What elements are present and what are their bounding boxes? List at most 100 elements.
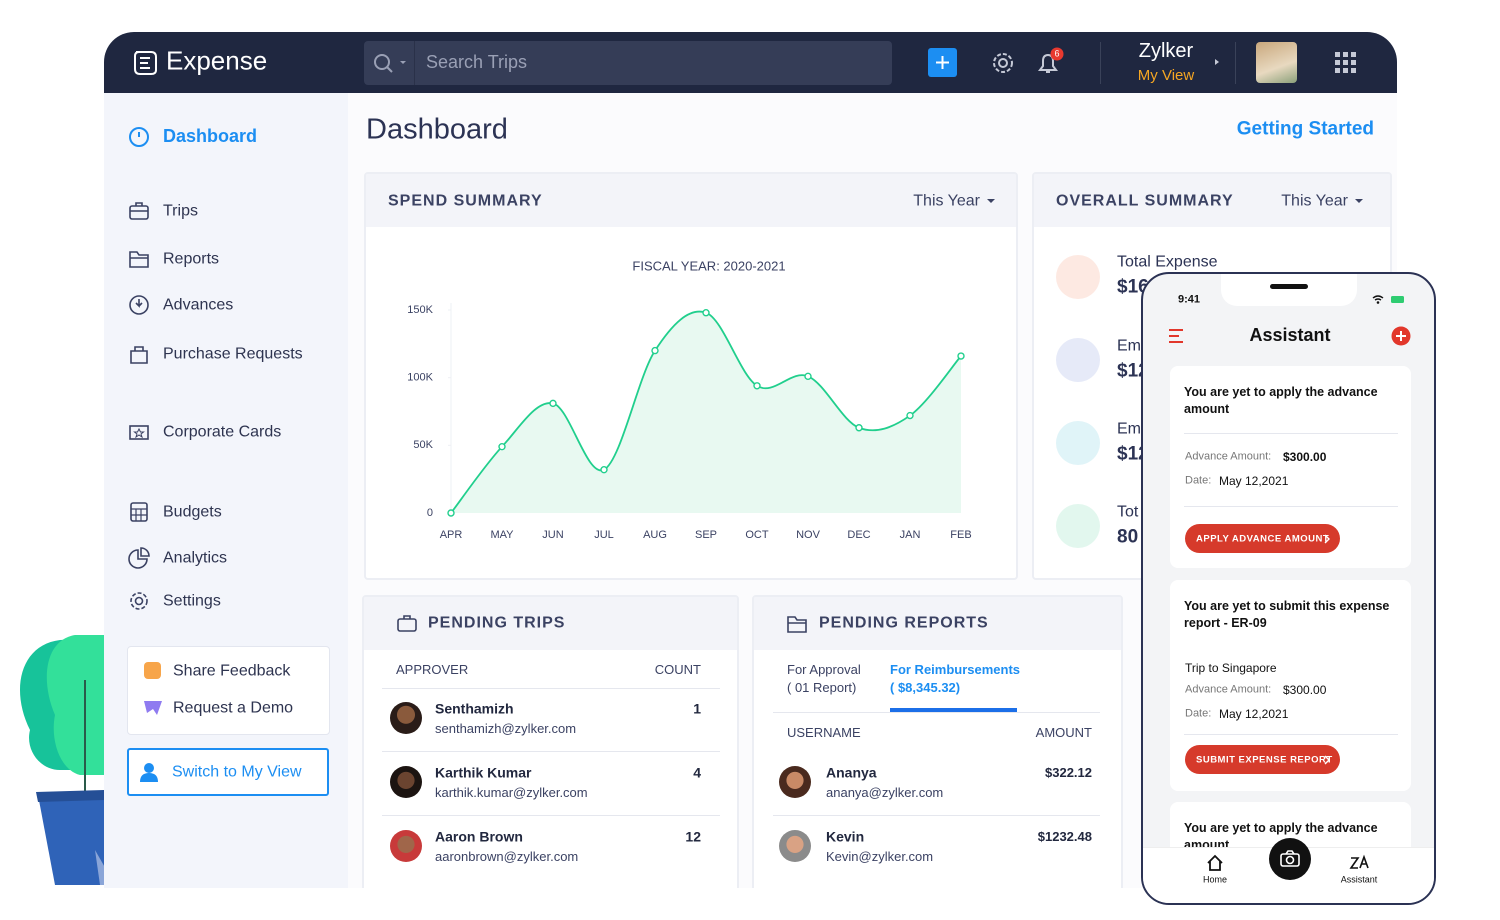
x-tick-label: FEB xyxy=(950,529,971,541)
chart-title: FISCAL YEAR: 2020-2021 xyxy=(632,258,785,273)
top-bar: Expense Search Trips 6 Zylker My View xyxy=(104,32,1397,93)
card-header xyxy=(364,597,737,650)
summary-icon xyxy=(1056,338,1100,382)
period-dropdown[interactable]: This Year xyxy=(1281,192,1348,210)
nav-label[interactable]: Home xyxy=(1202,874,1228,885)
getting-started-link[interactable]: Getting Started xyxy=(1236,118,1374,140)
nav-item-active[interactable]: Dashboard xyxy=(163,126,258,147)
switch-view-label: Switch to My View xyxy=(172,763,302,781)
separator xyxy=(382,688,720,689)
line xyxy=(450,310,962,514)
nav-label[interactable]: Assistant xyxy=(1340,874,1378,885)
home-icon[interactable] xyxy=(1206,854,1224,872)
assistant-icon[interactable] xyxy=(1349,854,1369,872)
logo-text: Expense xyxy=(166,45,268,76)
avatar xyxy=(390,830,422,862)
separator xyxy=(1184,734,1398,735)
phone-title: Assistant xyxy=(1249,325,1331,346)
point xyxy=(702,309,710,317)
nav-item[interactable]: Reports xyxy=(163,250,220,268)
x-tick-label: DEC xyxy=(847,529,870,541)
user-email: ananya@zylker.com xyxy=(826,785,944,801)
summary-label: Em xyxy=(1117,337,1141,355)
reports-icon xyxy=(129,251,149,268)
menu-icon[interactable] xyxy=(1167,327,1185,345)
advances-icon xyxy=(129,295,149,315)
button-label: APPLY ADVANCE AMOUNT xyxy=(1196,533,1330,545)
summary-label: Tot xyxy=(1117,503,1139,521)
add-icon[interactable] xyxy=(1391,326,1411,346)
approver-email: aaronbrown@zylker.com xyxy=(435,849,579,865)
search-scope[interactable] xyxy=(364,41,415,85)
assistant-card: You are yet to apply the advance amount … xyxy=(1170,366,1411,568)
trip-count: 1 xyxy=(693,700,701,717)
mobile-app: 9:41 Assistant You are yet to apply the … xyxy=(1141,272,1436,905)
separator xyxy=(382,815,720,816)
tab[interactable]: For Approval xyxy=(787,662,861,678)
x-tick-label: OCT xyxy=(745,529,769,541)
avatar xyxy=(390,766,422,798)
bell-icon[interactable] xyxy=(1035,50,1061,76)
feedback-link[interactable]: Share Feedback xyxy=(173,662,291,680)
y-tick-label: 150K xyxy=(407,304,433,316)
search-placeholder: Search Trips xyxy=(426,52,528,73)
demo-link[interactable]: Request a Demo xyxy=(173,699,294,717)
trips-icon xyxy=(397,615,417,632)
tab-detail: ( 01 Report) xyxy=(787,680,857,696)
camera-button[interactable] xyxy=(1269,838,1311,880)
card-message: You are yet to apply the advance amount xyxy=(1184,385,1378,416)
field-label: Date: xyxy=(1185,474,1212,487)
trip-count: 12 xyxy=(685,828,701,845)
summary-icon xyxy=(1056,421,1100,465)
org-arrow[interactable] xyxy=(1212,57,1222,67)
point xyxy=(549,399,557,408)
user-avatar[interactable] xyxy=(1256,42,1297,83)
x-tick-label: APR xyxy=(440,529,463,541)
field-value: May 12,2021 xyxy=(1219,473,1289,488)
nav-item[interactable]: Budgets xyxy=(163,503,222,521)
column-header: COUNT xyxy=(654,662,701,678)
trip-name: Trip to Singapore xyxy=(1185,660,1277,675)
point xyxy=(447,509,455,517)
divider xyxy=(1235,42,1236,84)
tab-detail: ( $8,345.32) xyxy=(890,680,961,696)
dropdown-caret[interactable] xyxy=(986,196,996,206)
nav-item[interactable]: Corporate Cards xyxy=(163,423,282,441)
reports-icon xyxy=(787,616,807,633)
spend-chart: FISCAL YEAR: 2020-2021 0 50K 100K 150K APR MA… xyxy=(407,258,971,541)
nav-item[interactable]: Settings xyxy=(163,592,221,610)
dropdown-caret[interactable] xyxy=(1354,196,1364,206)
add-button[interactable] xyxy=(928,48,957,77)
nav-item[interactable]: Trips xyxy=(163,202,198,220)
speaker xyxy=(1270,284,1308,289)
nav-item[interactable]: Advances xyxy=(163,296,234,314)
button-label: SUBMIT EXPENSE REPORT xyxy=(1196,754,1333,766)
avatar xyxy=(779,766,811,798)
plant-illustration xyxy=(20,635,115,885)
card-title: OVERALL SUMMARY xyxy=(1056,192,1234,210)
separator xyxy=(773,712,1100,713)
x-tick-label: MAY xyxy=(490,529,514,541)
view-name[interactable]: My View xyxy=(1137,67,1195,84)
apps-icon[interactable] xyxy=(1335,52,1357,74)
page-title: Dashboard xyxy=(366,113,508,146)
apply-advance-button[interactable]: APPLY ADVANCE AMOUNT xyxy=(1185,524,1340,553)
notification-badge: 6 xyxy=(1050,47,1064,61)
field-value: May 12,2021 xyxy=(1219,706,1289,721)
summary-value: $16 xyxy=(1117,276,1149,298)
submit-report-button[interactable]: SUBMIT EXPENSE REPORT xyxy=(1185,745,1340,774)
avatar xyxy=(390,702,422,734)
switch-view-button[interactable]: Switch to My View xyxy=(127,748,329,796)
nav-item[interactable]: Analytics xyxy=(163,549,228,567)
period-dropdown[interactable]: This Year xyxy=(913,192,980,210)
assistant-card: You are yet to submit this expense repor… xyxy=(1170,580,1411,791)
tab-active[interactable]: For Reimbursements xyxy=(890,662,1021,678)
demo-icon xyxy=(144,701,162,715)
amount: $322.12 xyxy=(1045,765,1092,781)
nav-item[interactable]: Purchase Requests xyxy=(163,345,303,363)
org-name[interactable]: Zylker xyxy=(1138,40,1194,62)
user-icon xyxy=(140,763,158,782)
y-tick-label: 0 xyxy=(427,507,433,519)
settings-icon[interactable] xyxy=(990,50,1016,76)
search-box[interactable]: Search Trips xyxy=(364,41,892,85)
